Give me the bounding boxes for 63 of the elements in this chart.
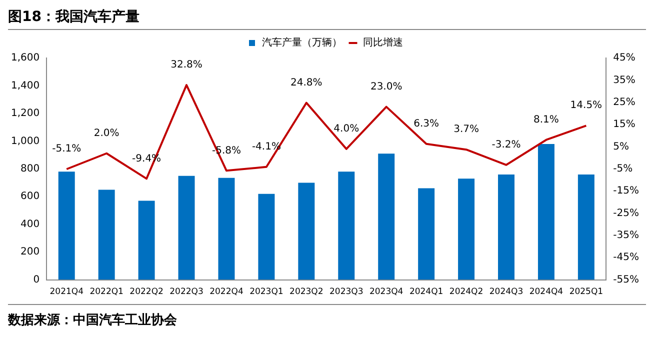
y2-tick-label: 35% (613, 74, 636, 86)
data-label: 8.1% (534, 114, 559, 126)
x-tick-label: 2022Q3 (170, 287, 204, 298)
bar (338, 172, 355, 280)
y-tick-label: 800 (20, 163, 40, 174)
data-label: -5.1% (52, 144, 82, 155)
x-tick-label: 2021Q4 (50, 287, 84, 298)
x-tick-label: 2024Q1 (409, 287, 444, 298)
data-label: 3.7% (454, 124, 479, 136)
y2-tick-label: 45% (613, 52, 636, 64)
y2-tick-label: -45% (613, 252, 640, 264)
bar (258, 194, 275, 280)
bar (138, 200, 155, 280)
data-label: 6.3% (414, 118, 440, 130)
bar (58, 172, 75, 280)
x-tick-label: 2023Q2 (290, 287, 324, 298)
data-label: 32.8% (170, 60, 202, 71)
y2-tick-label: -15% (613, 186, 640, 197)
y2-tick-label: 15% (613, 119, 636, 130)
bar (298, 182, 315, 280)
data-label: 24.8% (290, 77, 322, 88)
y-tick-label: 600 (20, 191, 40, 202)
x-tick-label: 2022Q1 (90, 287, 124, 298)
bar (498, 174, 514, 280)
x-tick-label: 2023Q4 (369, 287, 404, 298)
source-note: 数据来源：中国汽车工业协会 (8, 304, 646, 329)
data-label: 14.5% (570, 100, 602, 112)
y2-tick-label: -5% (613, 163, 633, 174)
x-tick-label: 2024Q4 (529, 287, 564, 298)
data-label: 4.0% (334, 124, 360, 135)
legend-label: 汽车产量（万辆） (262, 36, 342, 49)
chart-title: 图18：我国汽车产量 (8, 8, 646, 30)
x-tick-label: 2024Q2 (449, 287, 484, 298)
y-tick-label: 1,000 (10, 136, 40, 147)
bar (378, 154, 395, 280)
x-tick-label: 2022Q4 (210, 287, 244, 298)
bar (418, 188, 435, 280)
data-label: -3.2% (492, 140, 521, 150)
y-tick-label: 1,200 (10, 108, 40, 120)
y-tick-label: 1,600 (10, 52, 40, 64)
bar (578, 174, 594, 280)
x-tick-label: 2023Q3 (330, 287, 364, 298)
bar (218, 178, 235, 280)
legend-label: 同比增速 (363, 36, 403, 49)
data-label: 2.0% (94, 128, 120, 139)
bar (538, 144, 554, 280)
y2-tick-label: -55% (613, 274, 640, 286)
y-tick-label: 0 (33, 274, 40, 286)
y-tick-label: 400 (20, 218, 40, 230)
x-tick-label: 2025Q1 (569, 287, 604, 298)
bar (458, 178, 475, 280)
bar (178, 176, 195, 280)
y2-tick-label: 25% (613, 96, 636, 108)
x-tick-label: 2022Q2 (130, 287, 164, 298)
y2-tick-label: -35% (613, 230, 640, 242)
y2-tick-label: -25% (613, 208, 640, 219)
x-tick-label: 2024Q3 (489, 287, 524, 298)
y2-tick-label: 5% (613, 141, 630, 152)
y-tick-label: 1,400 (10, 80, 40, 92)
bar (98, 190, 115, 280)
x-tick-label: 2023Q1 (250, 287, 284, 298)
data-label: 23.0% (370, 81, 402, 92)
y-tick-label: 200 (20, 246, 40, 258)
